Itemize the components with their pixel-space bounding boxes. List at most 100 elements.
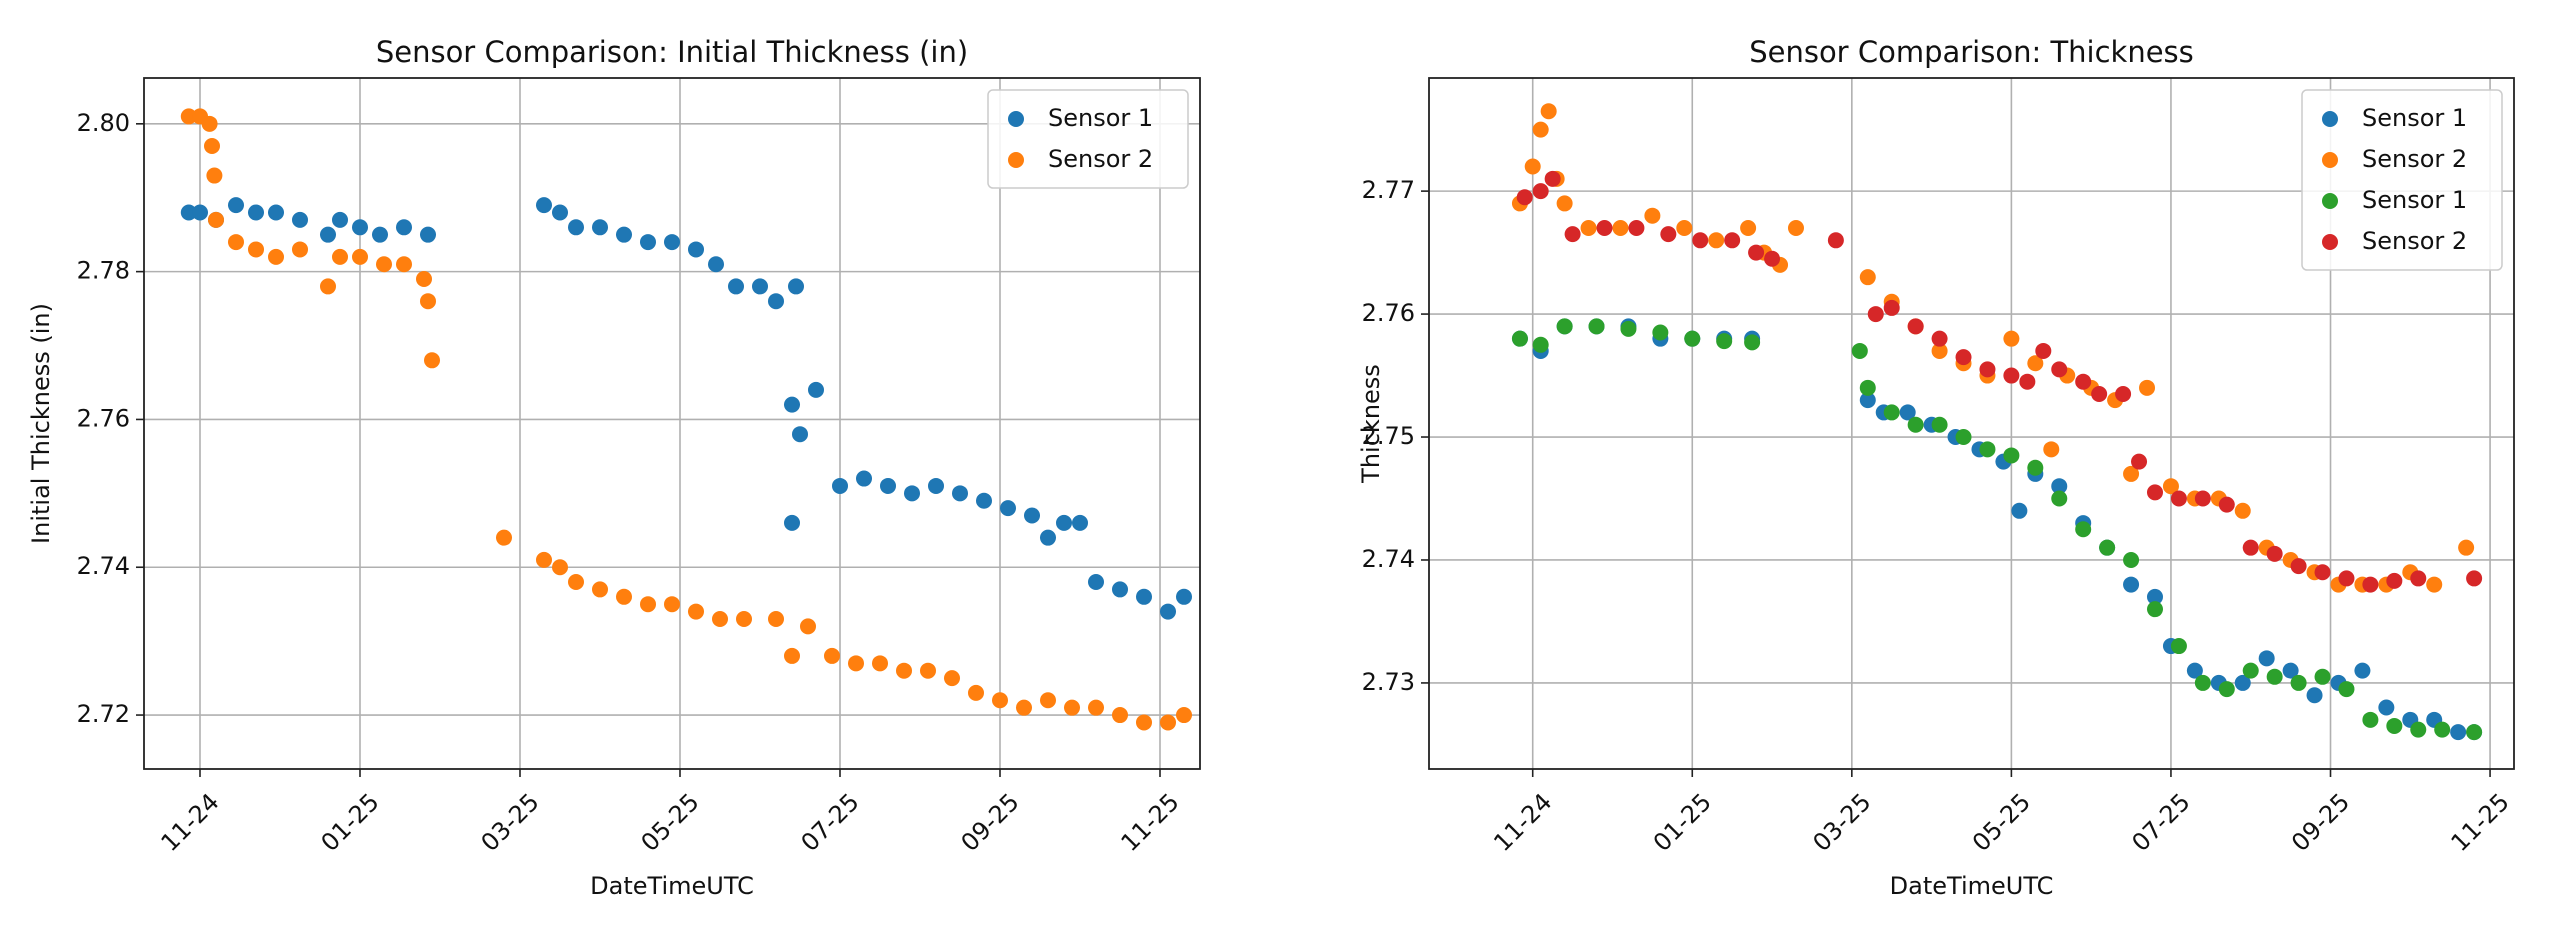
scatter-point	[2075, 521, 2092, 538]
scatter-point	[592, 581, 608, 598]
scatter-point	[1532, 336, 1549, 353]
scatter-point	[208, 211, 224, 228]
x-tick-label: 09-25	[956, 788, 1025, 857]
scatter-point	[2242, 662, 2259, 679]
scatter-point	[640, 596, 656, 613]
scatter-point	[2075, 373, 2092, 390]
scatter-point	[1556, 195, 1573, 212]
scatter-point	[268, 204, 284, 221]
x-tick-label: 05-25	[636, 788, 705, 857]
scatter-point	[1516, 189, 1533, 206]
scatter-point	[352, 248, 368, 265]
scatter-point	[736, 610, 752, 627]
scatter-point	[1931, 416, 1948, 433]
scatter-point	[332, 211, 348, 228]
scatter-point	[228, 234, 244, 251]
scatter-point	[1040, 529, 1056, 546]
axes-frame	[143, 77, 1201, 770]
legend-box	[2301, 89, 2503, 271]
x-tick-label: 07-25	[2127, 788, 2196, 857]
x-tick-label: 03-25	[476, 788, 545, 857]
chart: Sensor Comparison: Thickness 11-24 01-25 03…	[1357, 35, 2515, 900]
scatter-point	[2146, 484, 2163, 501]
scatter-point	[2410, 570, 2427, 587]
scatter-point	[2218, 496, 2235, 513]
legend-marker	[2322, 234, 2338, 250]
scatter-point	[752, 278, 768, 295]
scatter-point	[1556, 318, 1573, 335]
scatter-point	[2362, 576, 2379, 593]
y-tick-label: 2.73	[1362, 668, 1415, 696]
scatter-point	[2099, 539, 2116, 556]
scatter-point	[1955, 429, 1972, 446]
scatter-point	[2354, 662, 2371, 679]
scatter-point	[1016, 699, 1032, 716]
x-tick-label: 11-24	[1488, 788, 1557, 857]
legend-marker	[1008, 111, 1024, 127]
scatter-point	[2290, 674, 2307, 691]
scatter-point	[332, 248, 348, 265]
scatter-point	[2386, 717, 2403, 734]
scatter-point	[2027, 459, 2044, 476]
scatter-point	[536, 551, 552, 568]
legend-label: Sensor 2	[1048, 145, 1153, 173]
scatter-point	[1064, 699, 1080, 716]
scatter-point	[1040, 692, 1056, 709]
scatter-point	[968, 684, 984, 701]
scatter-point	[2378, 699, 2395, 716]
scatter-point	[784, 514, 800, 531]
scatter-point	[792, 426, 808, 443]
scatter-point	[1708, 232, 1725, 249]
scatter-point	[1160, 603, 1176, 620]
scatter-point	[784, 396, 800, 413]
scatter-point	[856, 470, 872, 487]
scatter-point	[1859, 269, 1876, 286]
scatter-point	[708, 256, 724, 273]
scatter-point	[424, 352, 440, 369]
scatter-point	[640, 234, 656, 251]
scatter-point	[616, 588, 632, 605]
scatter-point	[376, 256, 392, 273]
scatter-point	[848, 655, 864, 672]
scatter-point	[2338, 681, 2355, 698]
x-tick-label: 01-25	[1648, 788, 1717, 857]
scatter-point	[1088, 574, 1104, 591]
y-tick-label: 2.78	[77, 257, 130, 285]
scatter-point	[808, 381, 824, 398]
y-tick-label: 2.76	[77, 404, 130, 432]
scatter-point	[1859, 392, 1876, 409]
scatter-point	[1532, 121, 1549, 138]
x-tick-label: 03-25	[1807, 788, 1876, 857]
scatter-point	[1851, 342, 1868, 359]
scatter-point	[1160, 714, 1176, 731]
legend-marker	[2322, 152, 2338, 168]
scatter-point	[976, 492, 992, 509]
y-tick-label: 2.74	[77, 552, 130, 580]
scatter-point	[2258, 650, 2275, 667]
scatter-point	[2434, 721, 2451, 738]
scatter-point	[2051, 361, 2068, 378]
scatter-point	[2035, 342, 2052, 359]
scatter-point	[1136, 714, 1152, 731]
scatter-point	[292, 211, 308, 228]
scatter-point	[2091, 385, 2108, 402]
scatter-point	[552, 559, 568, 576]
scatter-point	[396, 256, 412, 273]
scatter-point	[788, 278, 804, 295]
scatter-point	[1907, 318, 1924, 335]
scatter-point	[768, 610, 784, 627]
scatter-point	[2011, 502, 2028, 519]
scatter-point	[2234, 674, 2251, 691]
x-axis-label: DateTimeUTC	[1890, 872, 2054, 900]
scatter-point	[1620, 320, 1637, 337]
scatter-point	[2450, 724, 2467, 741]
scatter-point	[928, 477, 944, 494]
legend-marker	[2322, 193, 2338, 209]
x-tick-label: 11-25	[1116, 788, 1185, 857]
scatter-point	[320, 226, 336, 243]
scatter-point	[728, 278, 744, 295]
scatter-point	[1787, 220, 1804, 237]
y-tick-label: 2.74	[1362, 545, 1415, 573]
legend-box	[987, 89, 1189, 189]
scatter-point	[2123, 551, 2140, 568]
